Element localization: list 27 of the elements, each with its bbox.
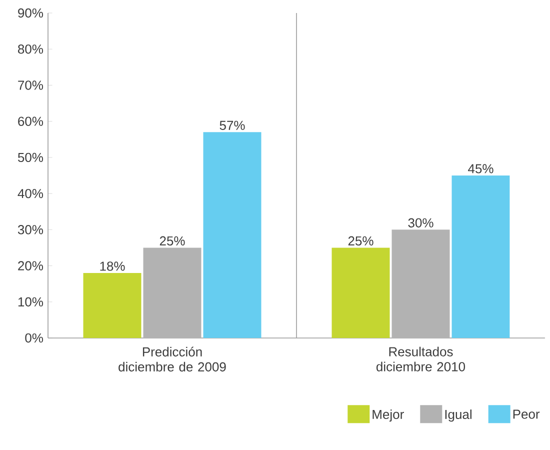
data-label: 18% (100, 262, 125, 271)
bar (332, 248, 390, 338)
bar (203, 132, 262, 338)
y-tick-label: 50% (18, 152, 44, 162)
data-label: 25% (160, 236, 185, 246)
data-label: 30% (408, 218, 434, 228)
y-tick-label: 70% (18, 80, 44, 90)
y-tick-label: 80% (18, 44, 44, 54)
y-tick-label: 60% (18, 116, 44, 126)
legend-label: Peor (513, 410, 540, 419)
legend-label: Igual (445, 409, 472, 422)
y-tick-label: 0% (25, 333, 44, 343)
x-tick-label: Resultados diciembre 2010 (376, 346, 466, 372)
y-tick-label: 30% (18, 225, 44, 234)
bar (452, 175, 510, 338)
legend-label: Mejor (372, 409, 404, 422)
bar (392, 230, 450, 338)
data-label: 25% (348, 236, 374, 246)
bar (83, 272, 142, 338)
y-tick-label: 40% (18, 188, 44, 198)
y-tick-label: 20% (18, 261, 44, 270)
y-tick-label: 90% (18, 8, 44, 18)
bar (143, 248, 202, 338)
x-tick-label: Predicción diciembre de 2009 (118, 346, 226, 372)
data-label: 45% (468, 164, 494, 174)
y-tick-label: 10% (18, 297, 44, 306)
data-label: 57% (220, 120, 245, 130)
